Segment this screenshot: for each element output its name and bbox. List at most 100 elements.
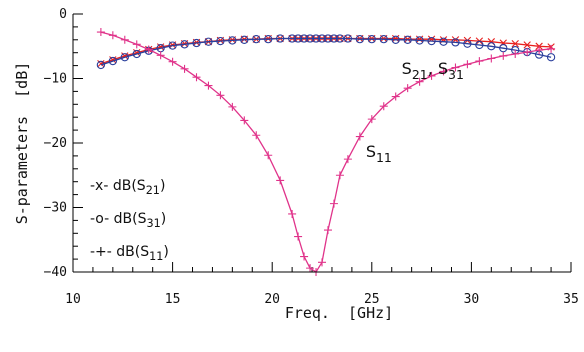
data-point (335, 34, 345, 43)
data-point (439, 67, 448, 76)
data-point (523, 41, 531, 49)
data-point (335, 171, 344, 180)
data-point (216, 91, 225, 100)
data-point (228, 36, 237, 45)
data-point (535, 46, 544, 55)
data-point (379, 102, 388, 111)
data-point (216, 36, 225, 46)
data-point (499, 44, 508, 53)
data-point (306, 264, 315, 273)
annotation-s21-s31: S21, S31 (402, 59, 464, 82)
data-point (168, 57, 177, 66)
data-point (511, 39, 519, 48)
data-point (192, 38, 201, 48)
data-point (288, 209, 297, 218)
data-point (379, 35, 388, 44)
data-point (415, 77, 424, 86)
data-point (264, 151, 273, 160)
series-db-s11- (96, 28, 556, 276)
data-point (311, 34, 321, 43)
data-point (108, 31, 117, 40)
data-point (547, 44, 556, 53)
data-point (546, 53, 556, 62)
data-point (204, 37, 213, 46)
x-tick-label: 20 (264, 292, 280, 307)
data-point (168, 41, 177, 50)
data-point (192, 73, 201, 82)
data-point (415, 36, 424, 45)
data-point (511, 49, 520, 58)
data-point (523, 48, 532, 57)
data-point (439, 37, 448, 46)
data-point (427, 71, 436, 80)
data-point (156, 51, 165, 60)
x-tick-label: 25 (364, 292, 380, 307)
data-point (276, 176, 285, 185)
x-tick-label: 30 (464, 292, 480, 307)
y-tick-label: −40 (44, 265, 67, 280)
data-point (343, 155, 352, 164)
data-point (391, 92, 400, 101)
data-point (287, 34, 297, 43)
data-point (323, 226, 332, 235)
data-point (318, 258, 326, 267)
y-tick-label: −20 (44, 136, 67, 151)
legend-entry: -x- dB(S21) (90, 178, 165, 197)
y-axis-title: S-parameters [dB] (13, 62, 31, 225)
x-axis-title: Freq. [GHz] (285, 304, 393, 322)
data-point (180, 40, 189, 49)
data-point (355, 132, 364, 141)
data-point (499, 51, 508, 60)
data-point (391, 35, 400, 44)
data-point (329, 199, 338, 208)
y-tick-label: 0 (59, 7, 67, 22)
data-point (355, 35, 364, 44)
y-axis-ticks: 0 −10 −20 −30 −40 (44, 7, 83, 280)
x-tick-label: 35 (563, 292, 579, 307)
data-point (475, 57, 484, 66)
legend-entry: -+- dB(S11) (90, 244, 169, 263)
data-point (120, 35, 129, 44)
annotation-layer: S21, S31 S11 (366, 59, 464, 165)
data-point (487, 38, 496, 46)
data-point (451, 63, 460, 72)
legend-entry: -o- dB(S31) (90, 211, 166, 230)
data-point (367, 35, 376, 44)
data-point (204, 81, 213, 90)
data-point (487, 54, 496, 63)
annotation-s11: S11 (366, 142, 392, 165)
data-point (180, 64, 189, 73)
data-point (228, 102, 237, 111)
data-point (96, 60, 106, 70)
data-point (264, 35, 273, 44)
data-point (120, 53, 129, 62)
x-axis-ticks: 10 15 20 25 30 35 (65, 262, 579, 307)
data-point (329, 34, 339, 43)
data-point (252, 131, 261, 140)
data-point (299, 34, 309, 43)
series-layer (96, 28, 556, 276)
data-point (475, 40, 484, 50)
data-point (403, 35, 412, 44)
data-point (463, 39, 472, 48)
data-point (294, 232, 303, 241)
data-point (96, 28, 105, 37)
data-point (487, 42, 496, 51)
data-point (300, 252, 309, 261)
plot-area (73, 14, 571, 272)
data-point (343, 34, 353, 43)
x-tick-label: 10 (65, 292, 81, 307)
data-point (252, 35, 261, 44)
data-point (305, 34, 315, 43)
data-point (317, 34, 327, 43)
data-point (132, 40, 141, 49)
series-line (100, 37, 552, 66)
y-tick-label: −30 (44, 201, 67, 216)
data-point (240, 35, 249, 44)
x-tick-label: 15 (165, 292, 181, 307)
data-point (463, 60, 472, 69)
data-point (108, 56, 117, 66)
data-point (367, 115, 376, 124)
data-point (276, 34, 285, 43)
